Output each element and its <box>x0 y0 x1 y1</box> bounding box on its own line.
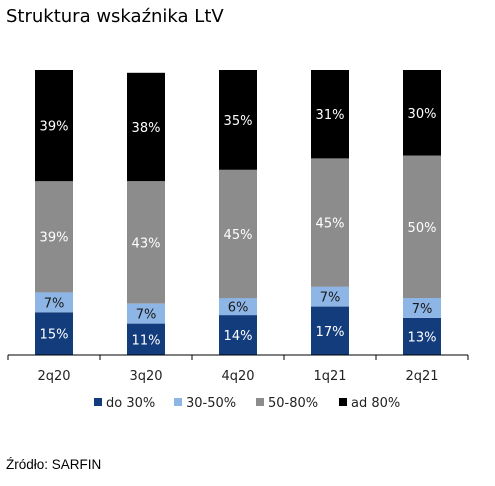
data-label-4q20-0: 14% <box>224 329 253 344</box>
data-label-4q20-3: 35% <box>224 114 253 129</box>
legend: do 30% 30-50% 50-80% ad 80% <box>94 396 400 411</box>
x-tick-label: 1q21 <box>313 369 346 384</box>
data-label-1q21-2: 45% <box>316 217 345 232</box>
bar-segment-1q21-3 <box>311 70 349 159</box>
bar-segment-3q20-2 <box>127 181 165 304</box>
bar-segment-4q20-1 <box>219 298 257 316</box>
bar-segment-2q21-0 <box>403 317 441 355</box>
x-axis-ticks: 2q20 3q20 4q20 1q21 2q21 <box>7 355 469 384</box>
data-label-1q21-0: 17% <box>316 325 345 340</box>
data-label-2q21-3: 30% <box>408 107 437 122</box>
data-label-2q21-2: 50% <box>408 221 437 236</box>
bar-segment-4q20-2 <box>219 169 257 299</box>
bar-segment-4q20-0 <box>219 315 257 355</box>
data-label-2q20-1: 7% <box>44 296 65 311</box>
bar-segment-1q21-2 <box>311 158 349 287</box>
data-label-2q20-3: 39% <box>40 120 69 135</box>
data-label-2q20-0: 15% <box>40 328 69 343</box>
bar-segment-2q20-2 <box>35 181 73 293</box>
data-label-3q20-0: 11% <box>132 333 161 348</box>
bar-segment-4q20-3 <box>219 70 257 170</box>
data-label-3q20-2: 43% <box>132 236 161 251</box>
bars-group: 15% 7% 39% 39% 11% 7% 43% 38% 14% 6% 45% 35% 17% 7% 45… <box>35 70 441 356</box>
x-tick-label: 2q21 <box>405 369 438 384</box>
source-note: Źródło: SARFIN <box>6 457 102 472</box>
legend-swatch <box>339 398 347 406</box>
bar-segment-3q20-0 <box>127 323 165 355</box>
legend-swatch <box>94 398 102 406</box>
bar-segment-3q20-1 <box>127 303 165 324</box>
legend-label: 30-50% <box>186 396 236 411</box>
data-label-2q21-1: 7% <box>412 302 433 317</box>
bar-segment-2q21-3 <box>403 70 441 156</box>
data-label-4q20-1: 6% <box>228 301 249 316</box>
x-tick-label: 3q20 <box>129 369 162 384</box>
x-tick-label: 2q20 <box>37 369 70 384</box>
bar-segment-3q20-3 <box>127 72 165 182</box>
data-label-3q20-3: 38% <box>132 121 161 136</box>
data-label-2q21-0: 13% <box>408 331 437 346</box>
legend-label: 50-80% <box>268 396 318 411</box>
bar-segment-2q21-2 <box>403 155 441 298</box>
bar-segment-2q20-3 <box>35 70 73 182</box>
data-label-4q20-2: 45% <box>224 228 253 243</box>
bar-segment-1q21-1 <box>311 286 349 307</box>
bar-segment-2q20-0 <box>35 312 73 356</box>
data-label-2q20-2: 39% <box>40 231 69 246</box>
x-tick-label: 4q20 <box>221 369 254 384</box>
data-label-1q21-3: 31% <box>316 108 345 123</box>
legend-label: ad 80% <box>351 396 400 411</box>
bar-segment-2q21-1 <box>403 298 441 318</box>
legend-label: do 30% <box>106 396 155 411</box>
legend-swatch <box>174 398 182 406</box>
data-label-1q21-1: 7% <box>320 291 341 306</box>
bar-segment-1q21-0 <box>311 306 349 356</box>
bar-segment-2q20-1 <box>35 292 73 313</box>
chart-title: Struktura wskaźnika LtV <box>6 6 224 27</box>
data-label-3q20-1: 7% <box>136 308 157 323</box>
legend-swatch <box>256 398 264 406</box>
